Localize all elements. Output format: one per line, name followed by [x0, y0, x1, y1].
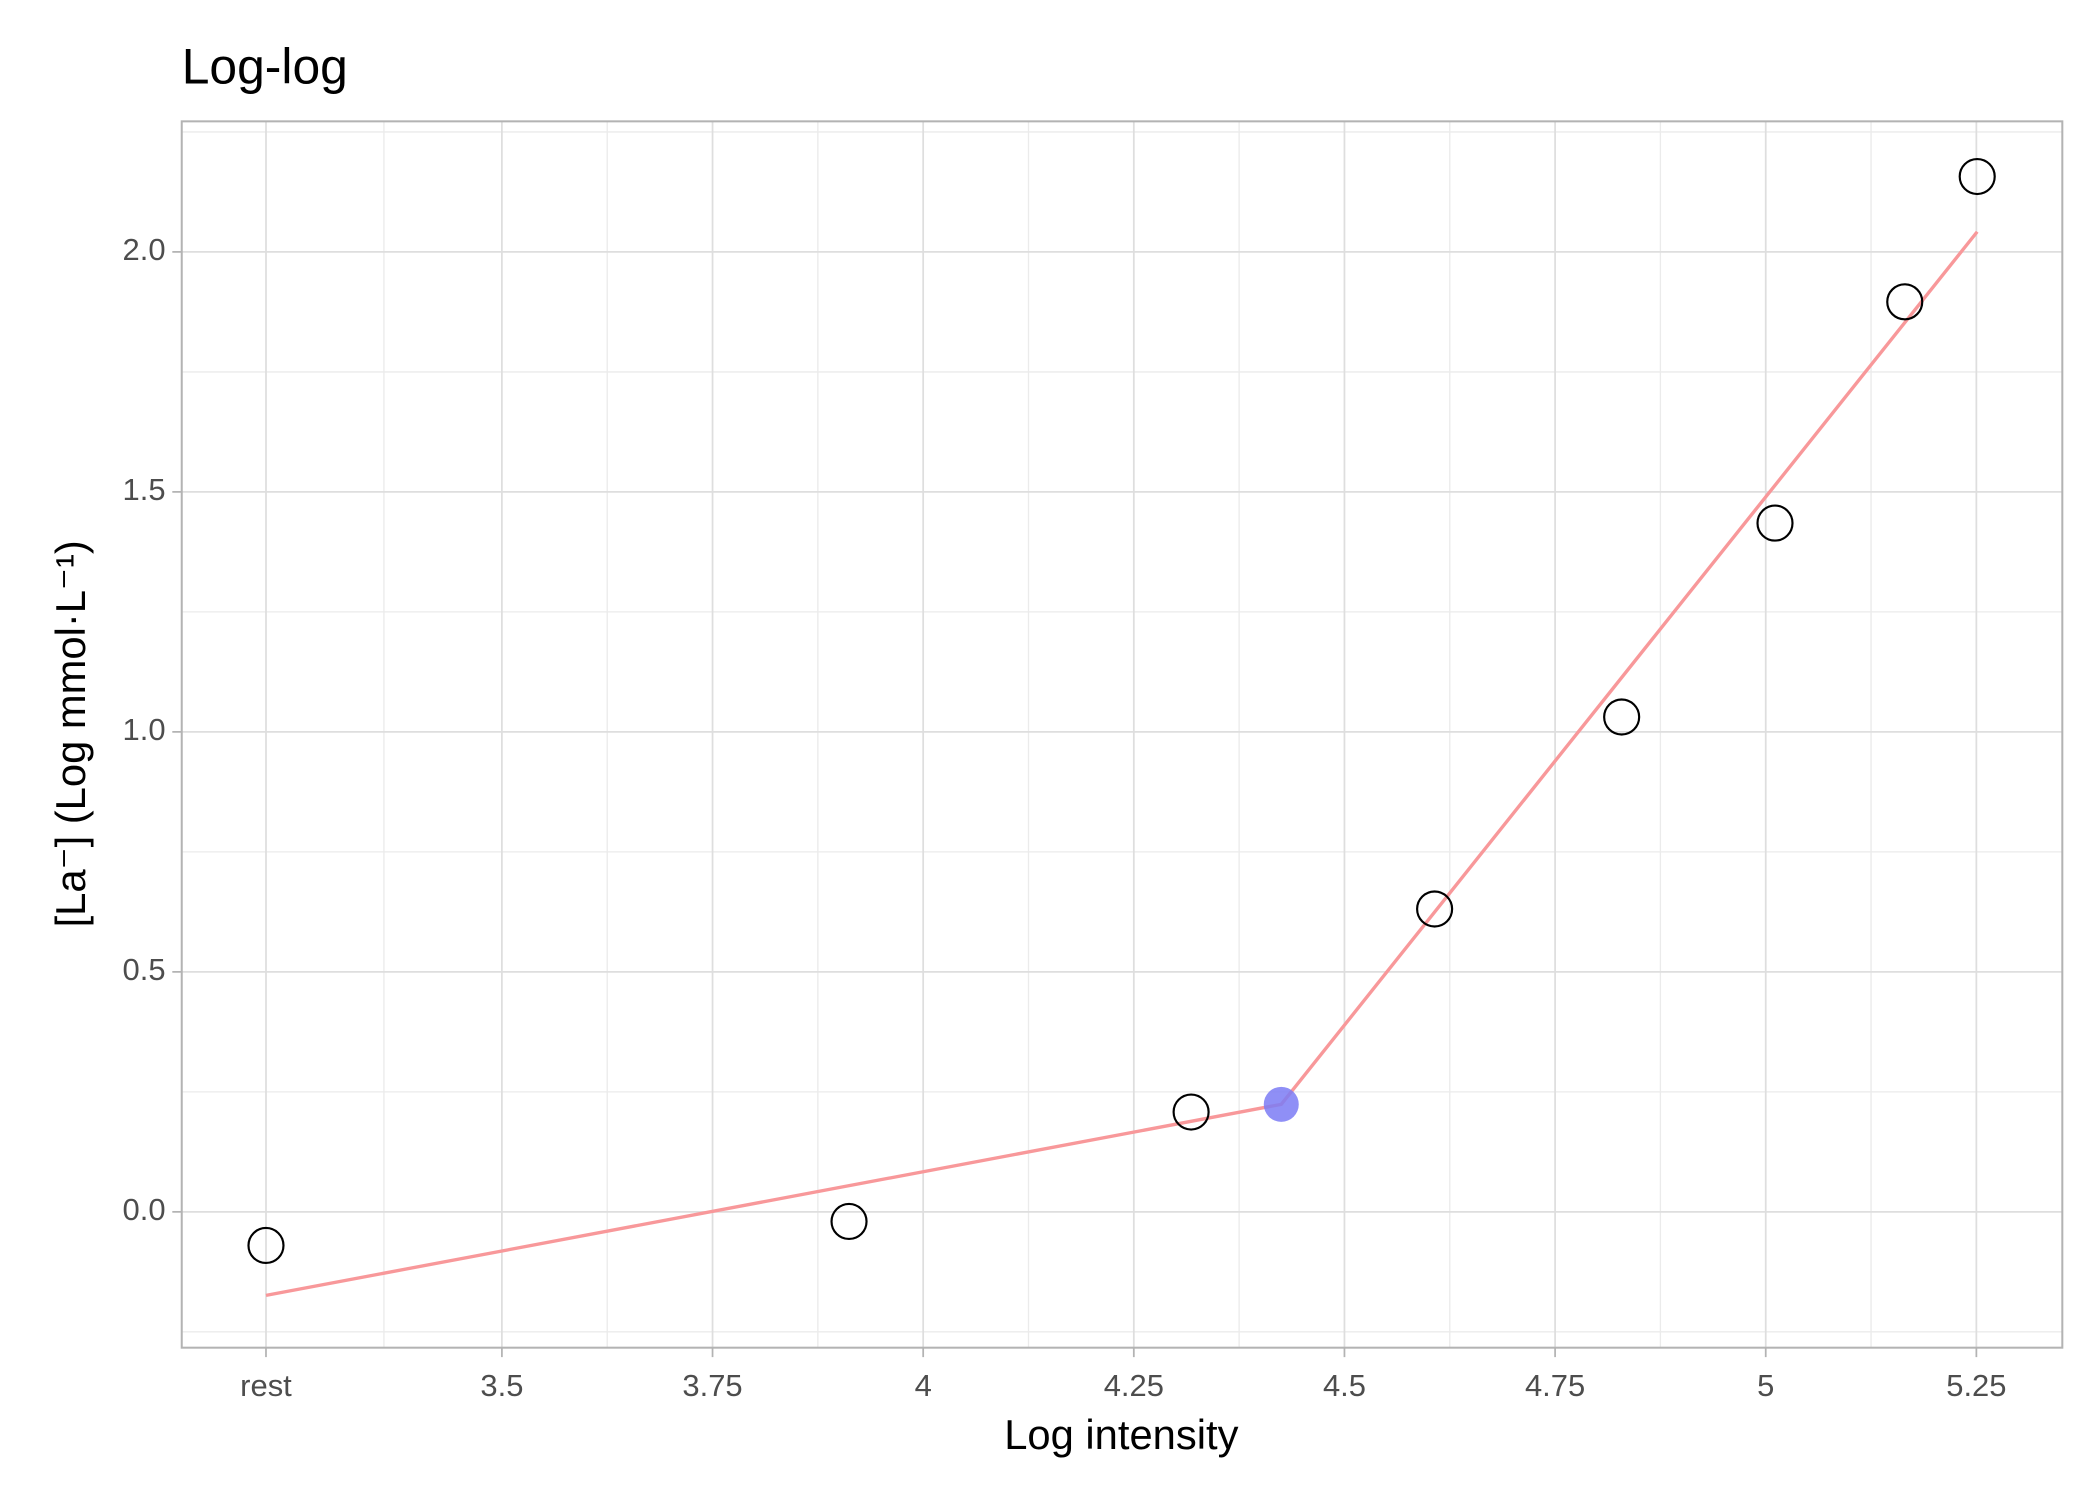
- chart-title: Log-log: [182, 38, 348, 94]
- y-tick-label: 2.0: [123, 232, 166, 267]
- x-tick-label: 3.5: [480, 1368, 523, 1403]
- point: [830, 1202, 868, 1241]
- point: [1172, 1093, 1210, 1131]
- panel-border: [180, 120, 2064, 1349]
- x-tick-label: 5.25: [1946, 1368, 2006, 1403]
- point: [247, 1226, 285, 1265]
- y-axis-label: [La⁻] (Log mmol·L⁻¹): [47, 540, 94, 927]
- fit-line: [265, 230, 1979, 1298]
- x-tick-label: 5: [1757, 1368, 1774, 1403]
- point: [1886, 283, 1924, 321]
- point: [1416, 890, 1454, 928]
- x-tick-label: 4.5: [1323, 1368, 1366, 1403]
- y-tick-label: 0.0: [123, 1192, 166, 1227]
- x-tick-label: 4.75: [1525, 1368, 1585, 1403]
- y-tick-label: 1.0: [123, 712, 166, 747]
- point: [1603, 698, 1641, 736]
- x-tick-label: 3.75: [682, 1368, 742, 1403]
- point: [1756, 504, 1794, 542]
- x-tick-label: 4: [915, 1368, 932, 1403]
- x-tick-label: rest: [240, 1368, 292, 1403]
- breakpoint: [1263, 1086, 1299, 1122]
- x-tick-label: 4.25: [1104, 1368, 1164, 1403]
- x-axis-label: Log intensity: [1004, 1411, 1238, 1458]
- y-tick-label: 1.5: [123, 472, 166, 507]
- y-tick-label: 0.5: [123, 952, 166, 987]
- point: [1958, 157, 1996, 196]
